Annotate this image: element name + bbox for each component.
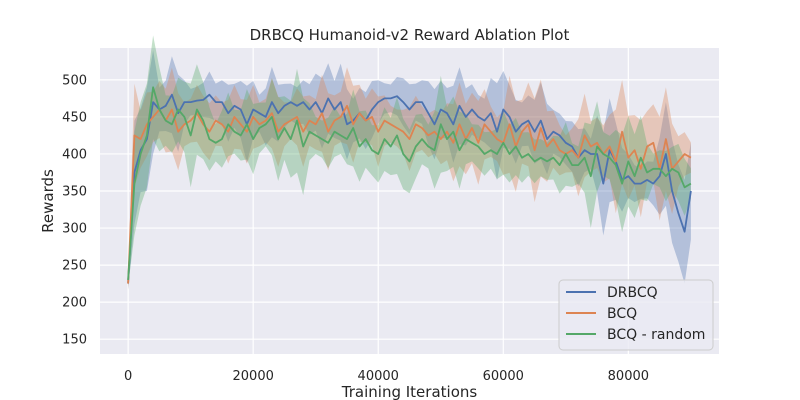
- y-axis-label: Rewards: [39, 169, 57, 233]
- legend-box: [558, 279, 714, 351]
- y-tick-label: 400: [62, 147, 87, 162]
- legend-label-drbcq: DRBCQ: [607, 285, 658, 301]
- x-tick-label: 20000: [233, 369, 274, 384]
- x-axis-label: Training Iterations: [341, 383, 478, 400]
- y-tick-label: 200: [62, 296, 87, 311]
- legend-label-bcq-random: BCQ - random: [607, 327, 705, 343]
- y-tick-label: 450: [62, 110, 87, 125]
- x-tick-label: 60000: [483, 369, 524, 384]
- x-tick-label: 40000: [358, 369, 399, 384]
- legend-label-bcq: BCQ: [607, 306, 637, 322]
- y-tick-label: 150: [62, 333, 87, 348]
- legend: DRBCQ BCQ BCQ - random: [558, 279, 714, 351]
- x-tick-label: 0: [124, 369, 132, 384]
- y-tick-label: 350: [62, 184, 87, 199]
- band-bcq: [128, 67, 691, 290]
- series-lines: [127, 86, 692, 284]
- y-tick-labels: 150 200 250 300 350 400 450 500: [62, 73, 87, 347]
- x-tick-label: 80000: [608, 369, 649, 384]
- x-tick-labels: 0 20000 40000 60000 80000: [124, 369, 649, 384]
- chart-title: DRBCQ Humanoid-v2 Reward Ablation Plot: [250, 26, 570, 44]
- y-tick-label: 500: [62, 73, 87, 88]
- line-bcq-random: [127, 86, 692, 280]
- line-drbcq: [127, 93, 692, 284]
- line-bcq: [127, 104, 692, 284]
- y-tick-label: 300: [62, 222, 87, 237]
- y-tick-label: 250: [62, 259, 87, 274]
